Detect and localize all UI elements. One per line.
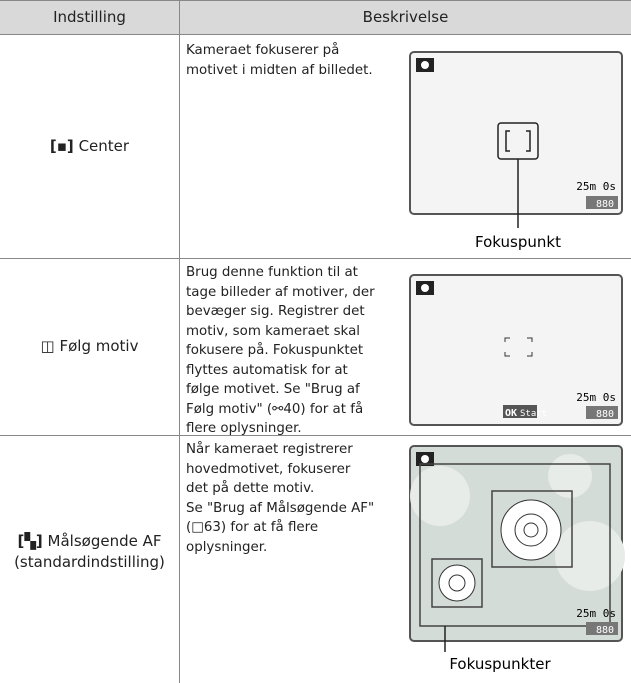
- screen-illustration: OK Start 25m 0s 880: [409, 274, 623, 426]
- description: Kameraet fokuserer på motivet i midten af…: [186, 41, 408, 80]
- description-line: hovedmotivet, fokuserer: [186, 461, 351, 477]
- description-line: følge motivet. Se "Brug af: [186, 382, 360, 397]
- setting-label: (standardindstilling): [14, 553, 165, 571]
- description: Når kameraet registrerer hovedmotivet, fo…: [186, 440, 408, 557]
- description-line: Kameraet fokuserer på: [186, 43, 340, 58]
- description-line: motivet i midten af billedet.: [186, 62, 373, 78]
- description-line: Når kameraet registrerer: [186, 442, 353, 457]
- column-border: [179, 0, 180, 683]
- description-line: Se "Brug af Målsøgende AF": [186, 500, 375, 516]
- description-line: flyttes automatisk for at: [186, 362, 348, 378]
- description-line: (□63) for at få flere: [186, 520, 319, 535]
- description-line: flere oplysninger.: [186, 421, 302, 436]
- button: OK: [505, 408, 517, 419]
- screen-illustration: 25m 0s 880 Fokuspunkt: [409, 51, 623, 251]
- header-setting: Indstilling: [0, 0, 179, 35]
- shot-count: 880: [596, 199, 614, 210]
- remaining-time: 25m 0s: [576, 180, 616, 193]
- caption: Fokuspunkter: [449, 655, 551, 673]
- icon: [▚]: [17, 532, 43, 550]
- row-border: [0, 435, 631, 436]
- icon: ◫: [40, 337, 55, 355]
- description-line: det på dette motiv.: [186, 481, 315, 496]
- border: [0, 0, 631, 1]
- setting: [▚] Målsøgende AF (standardindstilling): [0, 531, 179, 573]
- header-description: Beskrivelse: [180, 0, 631, 35]
- description-line: Brug denne funktion til at: [186, 265, 358, 280]
- setting: [▪] Center: [0, 136, 179, 157]
- setting-label: Målsøgende AF: [47, 532, 162, 550]
- remaining-time: 25m 0s: [576, 607, 616, 620]
- caption: Fokuspunkt: [475, 233, 561, 251]
- description-line: fokusere på. Fokuspunktet: [186, 343, 364, 358]
- screen-illustration: 25m 0s 880 Fokuspunkter: [409, 445, 625, 673]
- description-line: oplysninger.: [186, 539, 268, 555]
- description-line: bevæger sig. Registrer det: [186, 304, 365, 319]
- setting-label: Center: [78, 137, 130, 155]
- setting: ◫ Følg motiv: [0, 336, 179, 357]
- description: Brug denne funktion til at tage billeder …: [186, 263, 408, 439]
- shot-count: 880: [596, 409, 614, 420]
- description-line: motiv, som kameraet skal: [186, 323, 360, 339]
- shot-count: 880: [596, 625, 614, 636]
- setting-label: Følg motiv: [59, 337, 139, 355]
- description-line: Følg motiv" (⚯40) for at få: [186, 401, 364, 417]
- button-label: Start: [520, 409, 547, 419]
- remaining-time: 25m 0s: [576, 391, 616, 404]
- row-border: [0, 258, 631, 259]
- description-line: tage billeder af motiver, der: [186, 284, 375, 300]
- icon: [▪]: [49, 137, 74, 155]
